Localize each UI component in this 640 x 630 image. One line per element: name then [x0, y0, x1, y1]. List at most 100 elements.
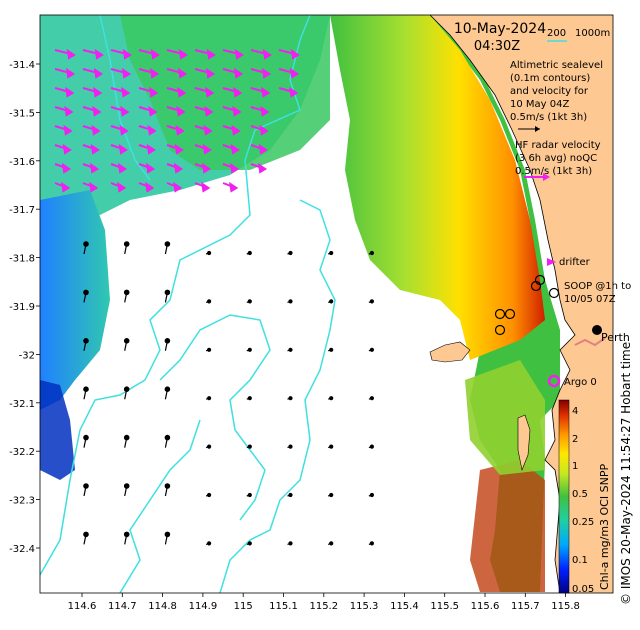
title-date: 10-May-2024 [454, 21, 546, 37]
altimetry-vector-head [125, 387, 129, 391]
x-tick-label: 114.8 [148, 601, 177, 612]
x-tick-label: 114.9 [189, 601, 218, 612]
altimetry-vector-head [248, 445, 251, 448]
altimetry-vector-head [370, 445, 373, 448]
x-tick-label: 115.2 [309, 601, 338, 612]
x-tick-label: 115.3 [350, 601, 379, 612]
altimetry-vector-head [248, 542, 251, 545]
colorbar-tick-label: 4 [572, 406, 578, 417]
altimetry-vector-head [84, 387, 88, 391]
altimetry-vector-head [289, 252, 292, 255]
soop-label-line: 10/05 07Z [564, 294, 616, 305]
altimetry-note-line: 0.5m/s (1kt 3h) [510, 112, 587, 123]
altimetry-vector-head [289, 445, 292, 448]
altimetry-vector-head [208, 542, 211, 545]
depth-legend-1000: 1000m [575, 28, 610, 39]
altimetry-vector-head [165, 532, 169, 536]
hf-note-line: HF radar velocity [515, 140, 601, 151]
colorbar-tick-label: 0.5 [572, 489, 588, 500]
altimetry-vector-head [165, 435, 169, 439]
y-tick-label: -31.4 [9, 60, 35, 71]
x-tick-label: 115.1 [269, 601, 298, 612]
altimetry-vector-head [330, 542, 333, 545]
y-tick-label: -31.7 [9, 205, 35, 216]
y-tick-label: -32.1 [9, 399, 35, 410]
altimetry-vector-head [289, 494, 292, 497]
x-tick-label: 115.6 [471, 601, 500, 612]
altimetry-vector-head [84, 242, 88, 246]
altimetry-vector-head [330, 252, 333, 255]
altimetry-vector-head [125, 484, 129, 488]
altimetry-vector-head [165, 484, 169, 488]
altimetry-vector-head [208, 494, 211, 497]
altimetry-vector-head [289, 397, 292, 400]
altimetry-vector-head [208, 397, 211, 400]
y-tick-label: -31.6 [9, 157, 35, 168]
altimetry-vector-head [289, 542, 292, 545]
x-tick-label: 115.4 [390, 601, 419, 612]
altimetry-vector-head [370, 348, 373, 351]
altimetry-vector-head [370, 397, 373, 400]
altimetry-vector-head [165, 290, 169, 294]
altimetry-vector-head [289, 348, 292, 351]
altimetry-vector-head [330, 494, 333, 497]
hf-note-line: 0.5m/s (1kt 3h) [515, 166, 592, 177]
altimetry-vector-head [84, 532, 88, 536]
altimetry-vector-head [165, 339, 169, 343]
altimetry-vector-head [125, 532, 129, 536]
altimetry-vector-head [125, 339, 129, 343]
y-tick-label: -32.2 [9, 447, 35, 458]
x-tick-label: 115.8 [551, 601, 580, 612]
altimetry-vector-head [208, 348, 211, 351]
altimetry-vector-head [370, 494, 373, 497]
altimetry-vector-head [248, 348, 251, 351]
altimetry-vector-head [208, 300, 211, 303]
altimetry-note-line: 10 May 04Z [510, 99, 569, 110]
hf-note-line: (3 6h avg) noQC [515, 153, 597, 164]
altimetry-note-line: (0.1m contours) [510, 73, 590, 84]
altimetry-vector-head [370, 542, 373, 545]
altimetry-vector-head [248, 494, 251, 497]
depth-legend-200: 200 [547, 28, 566, 39]
x-tick-label: 115.5 [430, 601, 459, 612]
credit-text: © IMOS 20-May-2024 11:54:27 Hobart time [619, 342, 633, 605]
soop-label-line: SOOP @1h to [564, 281, 631, 292]
altimetry-vector-head [125, 242, 129, 246]
altimetry-vector-head [289, 300, 292, 303]
altimetry-vector-head [84, 484, 88, 488]
argo-label: Argo 0 [564, 377, 597, 388]
drifter-label: drifter [559, 257, 591, 268]
altimetry-vector-head [84, 290, 88, 294]
y-axis-ticks: -31.4-31.5-31.6-31.7-31.8-31.9-32-32.1-3… [9, 60, 40, 555]
altimetry-vector-head [165, 387, 169, 391]
x-axis-ticks: 114.6 114.7 114.8 114.9 115 115.1 115.2 115.3 11… [68, 593, 580, 612]
x-tick-label: 115 [234, 601, 253, 612]
altimetry-vector-head [330, 300, 333, 303]
altimetry-vector-head [248, 397, 251, 400]
colorbar-tick-label: 2 [572, 434, 578, 445]
altimetry-note-line: and velocity for [510, 86, 589, 97]
altimetry-vector-head [208, 445, 211, 448]
altimetry-vector-head [248, 252, 251, 255]
chl-south-high [470, 460, 545, 592]
hf-radar-note: HF radar velocity (3 6h avg) noQC 0.5m/s… [515, 140, 601, 181]
altimetry-vector-head [125, 435, 129, 439]
altimetry-vector-head [330, 397, 333, 400]
colorbar-tick-label: 0.25 [572, 517, 594, 528]
altimetry-vector-head [370, 252, 373, 255]
y-tick-label: -31.5 [9, 108, 35, 119]
altimetry-vector-head [248, 300, 251, 303]
y-tick-label: -32.3 [9, 496, 35, 507]
colorbar-tick-label: 1 [572, 461, 578, 472]
x-tick-label: 114.6 [68, 601, 97, 612]
altimetry-vector-head [330, 348, 333, 351]
altimetry-vector-head [84, 435, 88, 439]
colorbar [559, 400, 569, 593]
altimetry-vector-head [208, 252, 211, 255]
altimetry-vector-head [370, 300, 373, 303]
altimetry-vector-head [330, 445, 333, 448]
y-tick-label: -31.9 [9, 302, 35, 313]
altimetry-note-line: Altimetric sealevel [510, 60, 603, 71]
title-time: 04:30Z [474, 39, 520, 54]
colorbar-tick-label: 0.1 [572, 555, 588, 566]
